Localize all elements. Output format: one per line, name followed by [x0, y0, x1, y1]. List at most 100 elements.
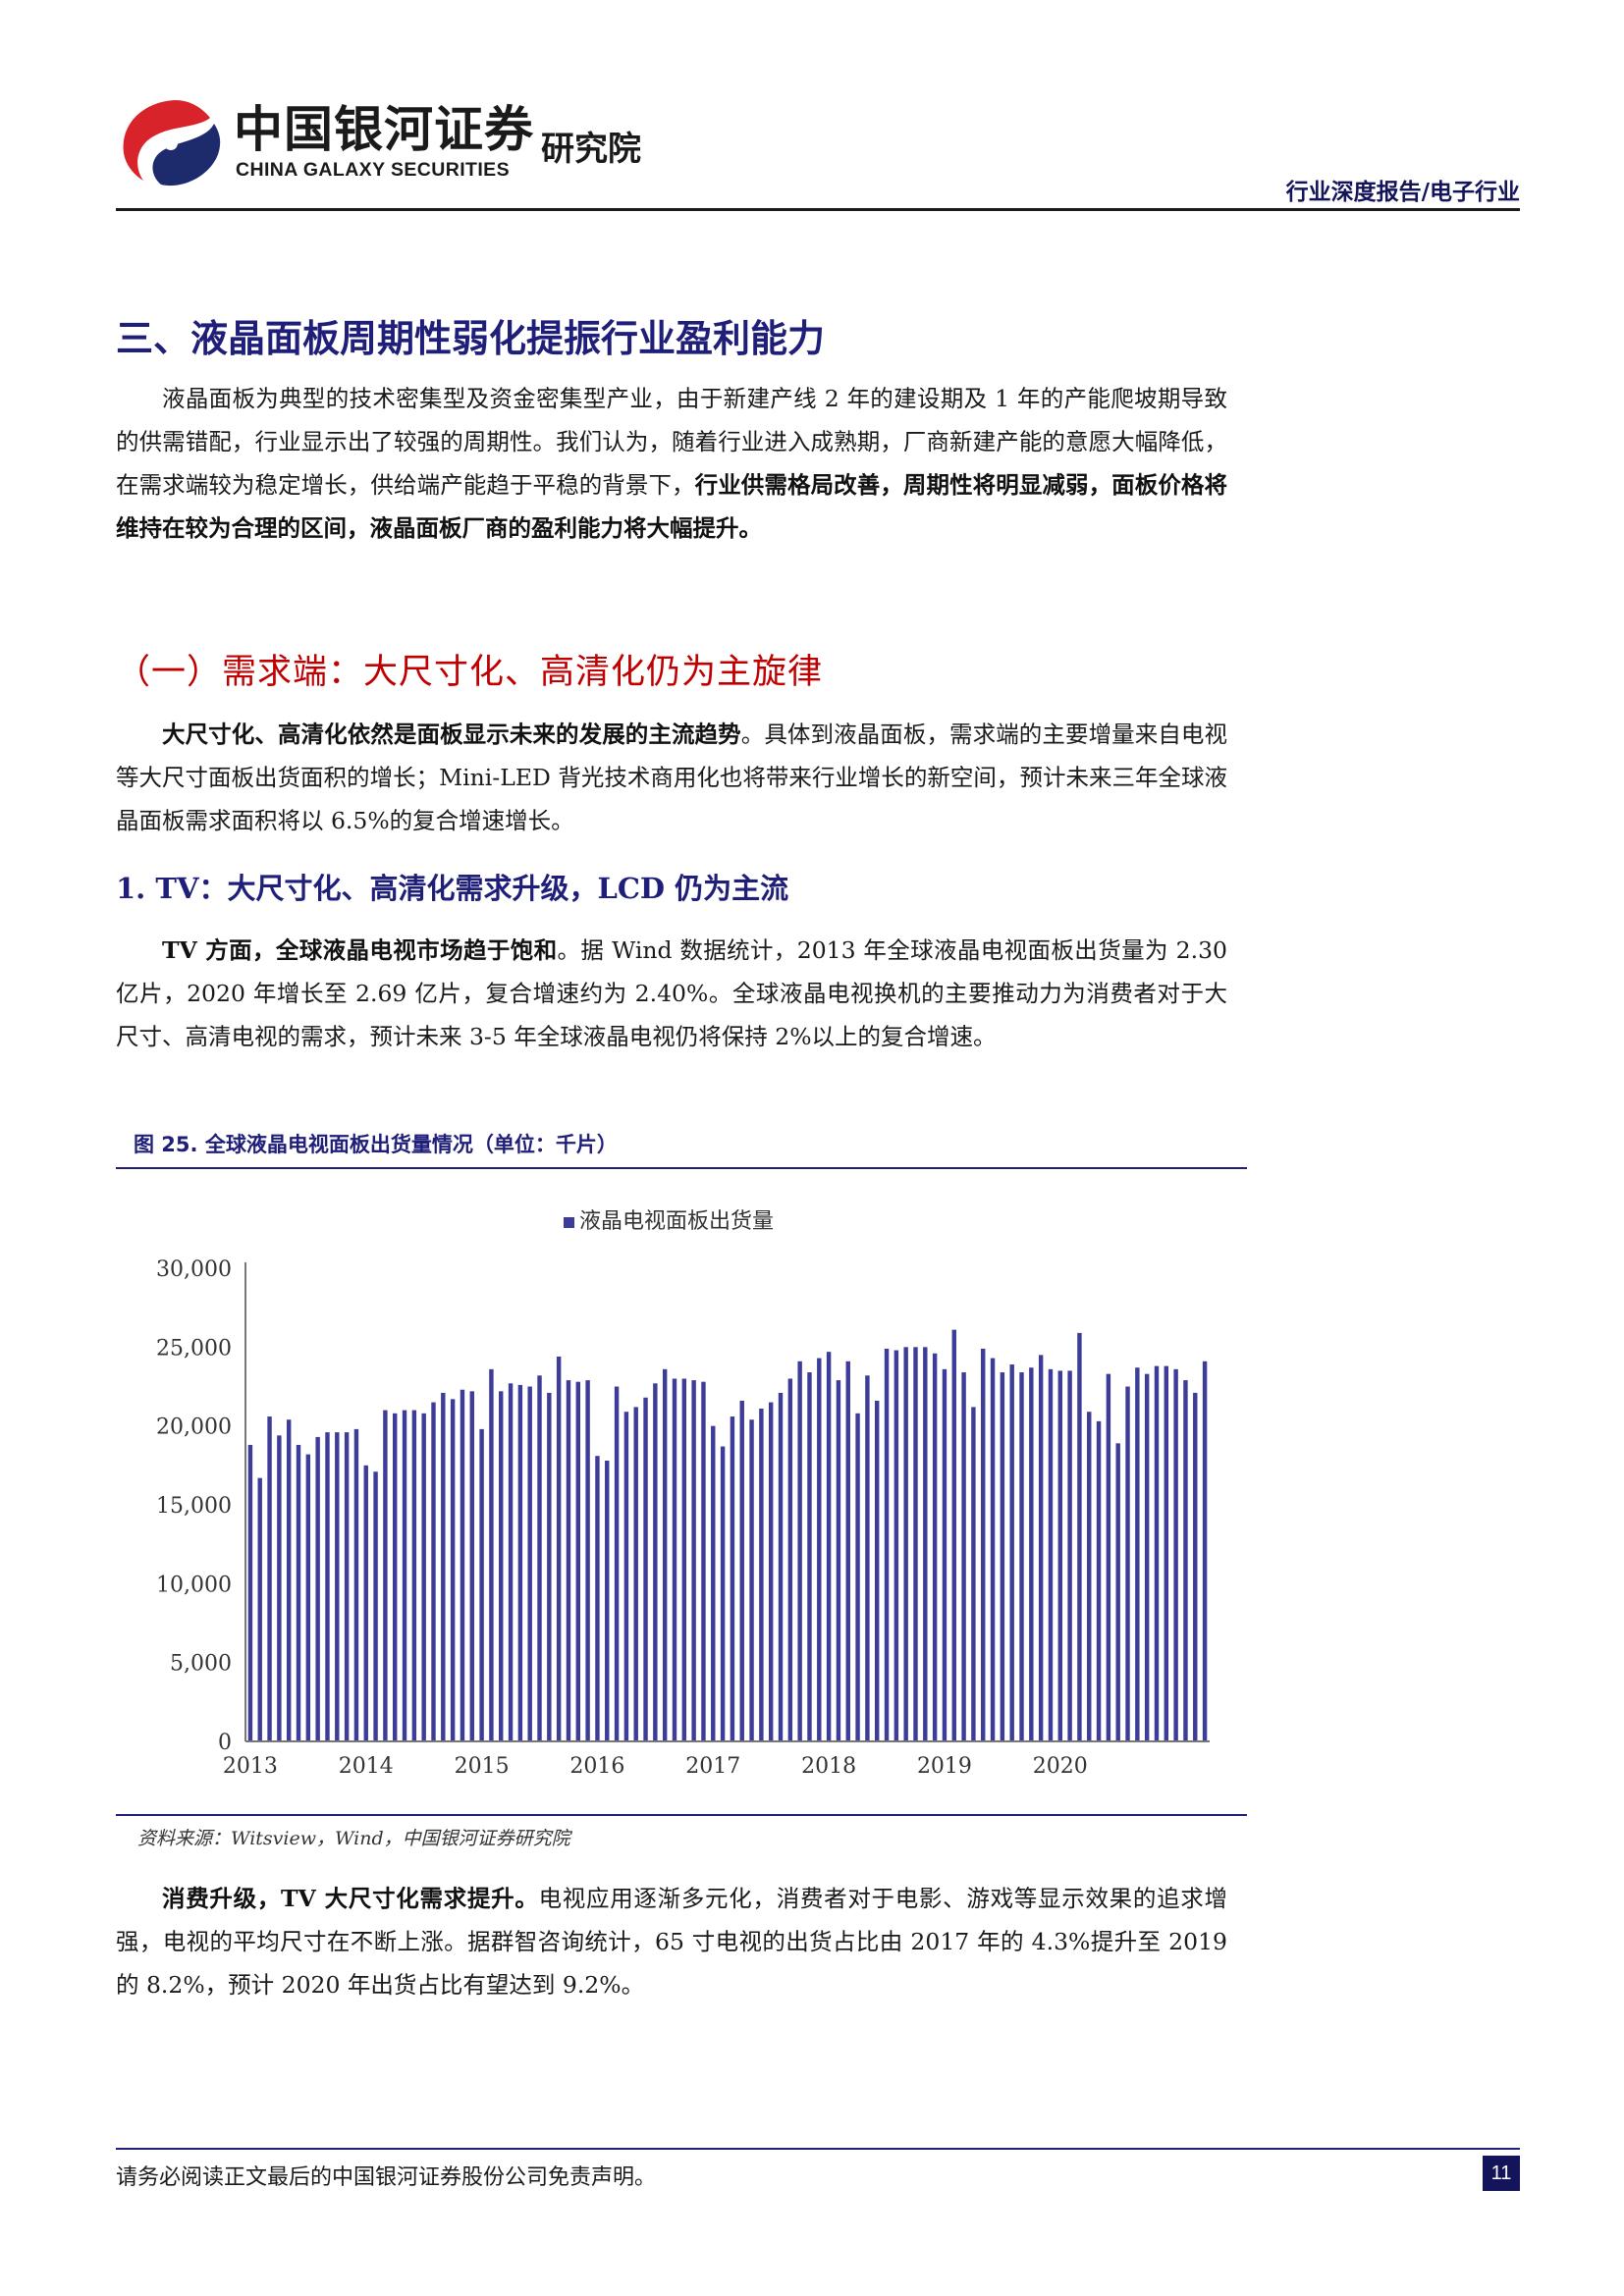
chart-bar	[768, 1402, 774, 1741]
paragraph-consumption-emphasis: 消费升级，TV 大尺寸化需求提升。	[162, 1885, 539, 1912]
chart-bar	[1038, 1355, 1044, 1741]
y-axis-labels: 30,000 25,000 20,000 15,000 10,000 5,000 0	[156, 1257, 232, 1755]
chart-bar	[344, 1432, 350, 1741]
chart-bar	[1135, 1367, 1140, 1741]
logo-chinese-name: 中国银河证券	[234, 101, 534, 158]
chart-bar	[1077, 1332, 1082, 1741]
subsection-title: （一）需求端：大尺寸化、高清化仍为主旋律	[116, 653, 824, 692]
chart-bar	[1154, 1365, 1160, 1741]
chart-bar	[1193, 1392, 1198, 1741]
chart-bar	[903, 1347, 908, 1741]
chart-bar	[286, 1419, 292, 1741]
y-tick-label: 15,000	[156, 1494, 232, 1519]
chart-bar	[1000, 1372, 1005, 1741]
chart-bar	[1164, 1365, 1169, 1741]
chart-bar	[305, 1454, 311, 1741]
chart-bar	[595, 1456, 600, 1741]
paragraph-demand: 大尺寸化、高清化依然是面板显示未来的发展的主流趋势。具体到液晶面板，需求端的主要…	[116, 713, 1227, 842]
chart-bar	[479, 1428, 484, 1741]
x-tick-label: 2017	[685, 1754, 740, 1779]
chart-bar	[383, 1410, 388, 1741]
chart-bar	[778, 1392, 784, 1741]
chart-bar	[932, 1353, 938, 1741]
chart-bar	[672, 1378, 677, 1741]
chart-bar	[1202, 1361, 1208, 1741]
chart-bar	[585, 1380, 590, 1741]
chart-bar	[623, 1412, 629, 1741]
chart-bar	[971, 1407, 976, 1741]
y-tick-label: 20,000	[156, 1415, 232, 1440]
chart-bar	[845, 1361, 850, 1741]
chart-bar	[325, 1432, 330, 1741]
chart-bar	[942, 1368, 947, 1741]
chart-bar	[469, 1391, 474, 1741]
institute-label: 研究院	[541, 130, 641, 169]
chart-bar	[1057, 1370, 1062, 1741]
chart-bar	[1183, 1380, 1188, 1741]
chart-bar	[460, 1389, 465, 1741]
chart-bar	[759, 1408, 764, 1741]
chart-bar	[527, 1386, 532, 1741]
footer-divider	[116, 2148, 1520, 2150]
chart-bar	[893, 1350, 899, 1741]
chart-bar	[315, 1436, 320, 1741]
chart-bar	[981, 1348, 986, 1741]
chart-bar	[739, 1400, 744, 1741]
x-axis-labels: 2013 2014 2015 2016 2017 2018 2019 2020	[223, 1754, 1088, 1779]
chart-bar	[566, 1380, 571, 1741]
x-tick-label: 2020	[1033, 1754, 1088, 1779]
shipment-bar-chart: 液晶电视面板出货量 30,000 25,000 20,000 15,000 10,000…	[156, 1209, 1210, 1779]
header-divider	[116, 208, 1520, 211]
chart-bar	[826, 1352, 832, 1741]
paragraph-cycle: 液晶面板为典型的技术密集型及资金密集型产业，由于新建产线 2 年的建设期及 1 …	[116, 377, 1227, 550]
chart-bar	[720, 1446, 726, 1741]
chart-bar	[836, 1380, 841, 1741]
chart-bar	[411, 1410, 417, 1741]
chart-bar	[913, 1347, 918, 1741]
paragraph-demand-text: 。具体到液晶面板，需求端的主要增量来自电视等大尺寸面板出货面积的增长；Mini-…	[116, 721, 1228, 834]
chart-legend: 液晶电视面板出货量	[564, 1209, 774, 1234]
chart-bar	[605, 1461, 610, 1741]
chart-bars	[247, 1329, 1208, 1741]
chart-bar	[711, 1425, 716, 1741]
x-tick-label: 2015	[455, 1754, 510, 1779]
chart-bar	[797, 1361, 802, 1741]
chart-bar	[489, 1368, 494, 1741]
x-tick-label: 2019	[917, 1754, 972, 1779]
chart-bar	[749, 1419, 754, 1741]
section-title: 三、液晶面板周期性弱化提振行业盈利能力	[116, 316, 826, 360]
y-tick-label: 5,000	[170, 1652, 232, 1677]
chart-bar	[267, 1416, 272, 1741]
chart-bar	[807, 1372, 812, 1741]
chart-bar	[923, 1347, 928, 1741]
chart-bar	[884, 1348, 890, 1741]
chart-bar	[1106, 1373, 1111, 1741]
paragraph-tv-text: 。据 Wind 数据统计，2013 年全球液晶电视面板出货量为 2.30 亿片，…	[116, 936, 1227, 1050]
chart-bar	[855, 1413, 860, 1741]
chart-bar	[296, 1444, 301, 1741]
chart-bar	[1067, 1370, 1072, 1741]
paragraph-cycle-text: 液晶面板为典型的技术密集型及资金密集型产业，由于新建产线 2 年的建设期及 1 …	[116, 385, 1227, 499]
paragraph-consumption: 消费升级，TV 大尺寸化需求提升。电视应用逐渐多元化，消费者对于电影、游戏等显示…	[116, 1877, 1227, 2006]
chart-bar	[865, 1375, 870, 1741]
chart-bar	[817, 1358, 822, 1741]
y-tick-label: 25,000	[156, 1336, 232, 1361]
chart-bar	[643, 1397, 648, 1741]
legend-swatch	[564, 1217, 574, 1228]
paragraph-tv: TV 方面，全球液晶电视市场趋于饱和。据 Wind 数据统计，2013 年全球液…	[116, 929, 1227, 1058]
figure-source: 资料来源：Witsview，Wind，中国银河证券研究院	[137, 1828, 570, 1849]
chart-bar	[247, 1444, 253, 1741]
chart-bar	[508, 1383, 514, 1741]
chart-bar	[614, 1386, 620, 1741]
y-tick-label: 30,000	[156, 1257, 232, 1282]
paragraph-tv-emphasis: TV 方面，全球液晶电视市场趋于饱和	[162, 936, 558, 964]
chart-bar	[421, 1413, 426, 1741]
chart-bar	[1029, 1367, 1034, 1741]
chart-bar	[681, 1378, 687, 1741]
x-tick-label: 2013	[223, 1754, 278, 1779]
chart-bar	[393, 1413, 398, 1741]
chart-bar	[730, 1416, 735, 1741]
paragraph-consumption-text: 电视应用逐渐多元化，消费者对于电影、游戏等显示效果的追求增强，电视的平均尺寸在不…	[116, 1885, 1227, 1999]
chart-bar	[1144, 1373, 1150, 1741]
chart-bar	[353, 1428, 359, 1741]
